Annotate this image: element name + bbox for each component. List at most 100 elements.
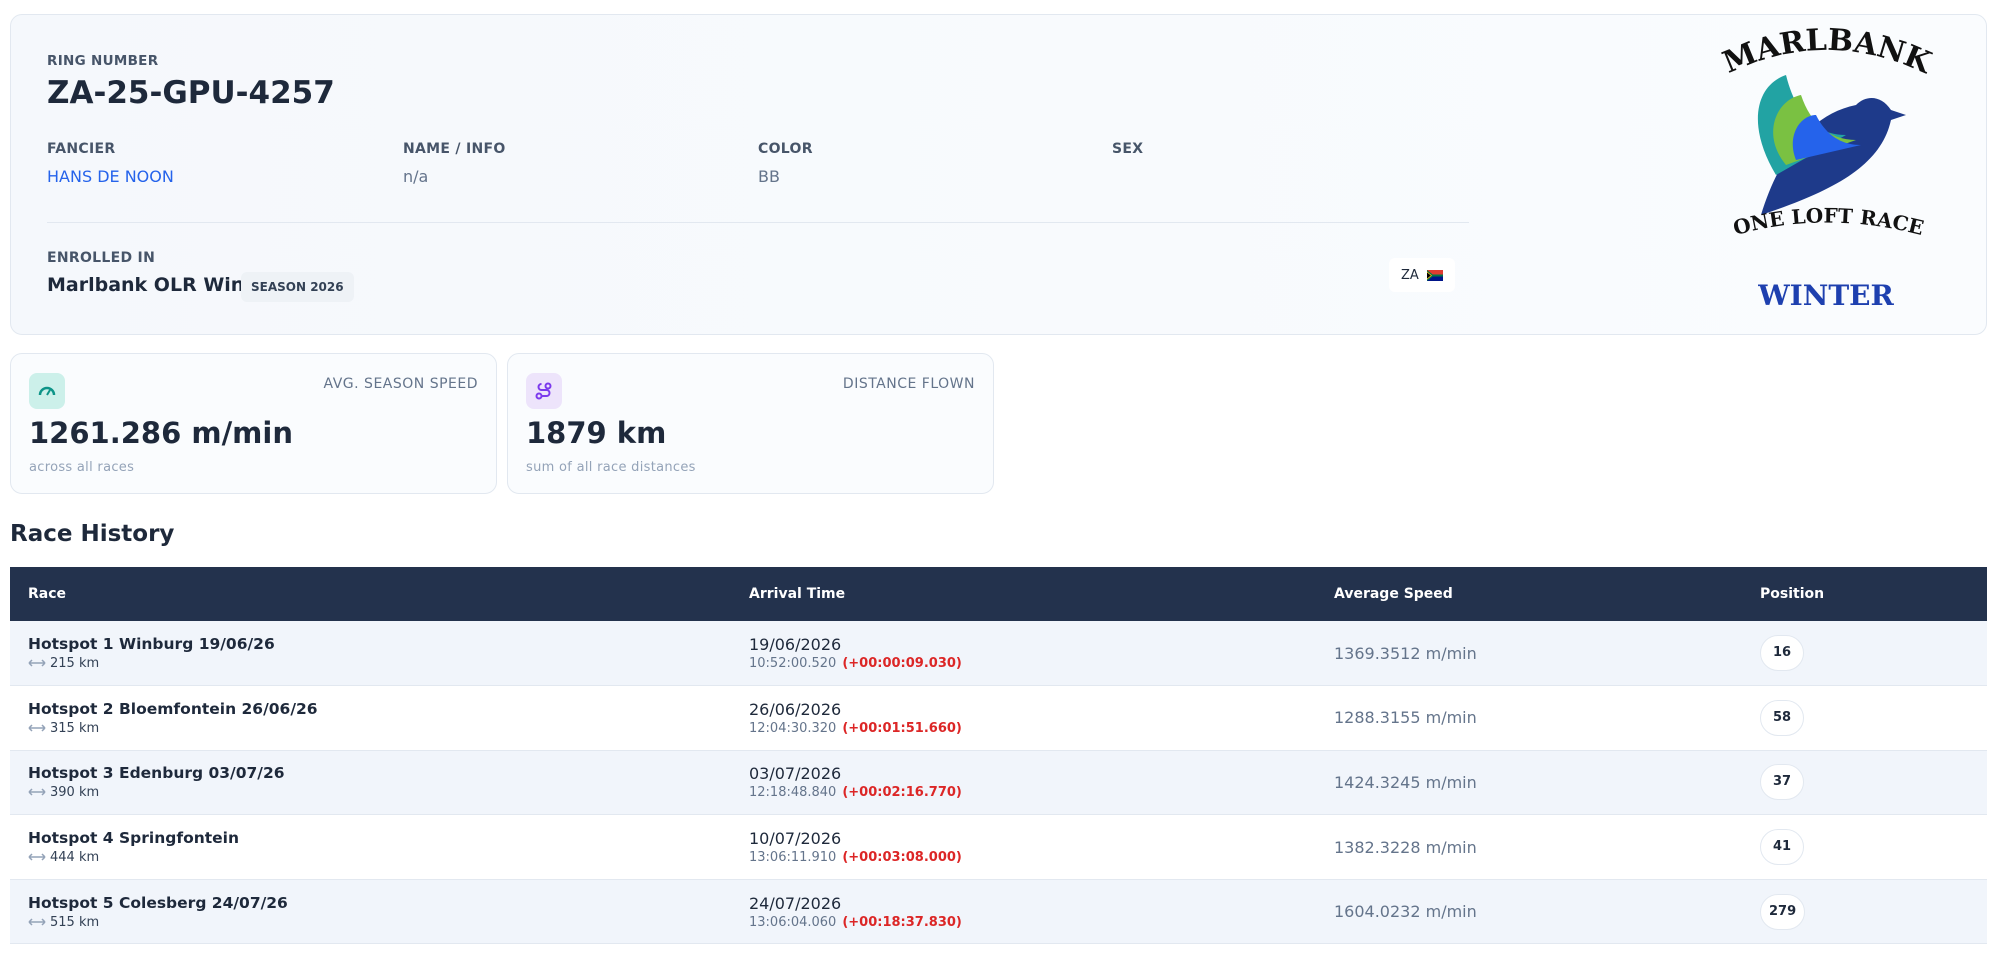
race-row: Hotspot 3 Edenburg 03/07/26 390 km 03/07/2…: [10, 750, 1987, 816]
stat-card: DISTANCE FLOWN 1879 km sum of all race dis…: [507, 353, 994, 494]
position-cell: 41: [1760, 814, 1987, 880]
country-code: ZA: [1401, 267, 1419, 283]
field-value: HANS DE NOON: [47, 167, 174, 186]
logo-middle: ONE LOFT RACE: [1731, 203, 1927, 240]
speed-cell: 1288.3155 m/min: [1334, 685, 1760, 751]
arrival-delta: (+00:03:08.000): [842, 850, 962, 866]
country-badge: ZA: [1389, 258, 1455, 292]
distance-icon: [28, 918, 46, 926]
column-header: Position: [1760, 567, 1987, 621]
arrival-time-row: 12:18:48.840 (+00:02:16.770): [749, 785, 1334, 800]
race-name: Hotspot 4 Springfontein: [28, 829, 240, 848]
position: 41: [1760, 829, 1804, 866]
field-label: NAME / INFO: [403, 141, 506, 157]
average-speed: 1369.3512 m/min: [1334, 643, 1477, 663]
race-name: Hotspot 3 Edenburg 03/07/26: [28, 764, 285, 783]
race-name: Hotspot 1 Winburg 19/06/26: [28, 635, 275, 654]
column-header: Average Speed: [1334, 567, 1760, 621]
race-row: Hotspot 2 Bloemfontein 26/06/26 315 km 26/…: [10, 685, 1987, 751]
arrival-delta: (+00:00:09.030): [842, 656, 962, 672]
race-distance-row: 315 km: [28, 721, 749, 736]
race-distance: 315 km: [50, 720, 100, 736]
position: 58: [1760, 699, 1804, 736]
ring-number: ZA-25-GPU-4257: [47, 75, 335, 111]
logo-top: MARLBANK: [1718, 23, 1937, 82]
column-header: Arrival Time: [749, 567, 1334, 621]
arrival-time: 12:04:30.320: [749, 720, 837, 736]
arrival-date: 10/07/2026: [749, 829, 842, 849]
race-row: Hotspot 5 Colesberg 24/07/26 515 km 24/07/…: [10, 879, 1987, 945]
average-speed: 1288.3155 m/min: [1334, 708, 1477, 728]
arrival-delta: (+00:02:16.770): [842, 785, 962, 801]
ring-label: RING NUMBER: [47, 53, 159, 69]
arrival-time: 13:06:11.910: [749, 850, 837, 866]
stat-label: AVG. SEASON SPEED: [323, 376, 478, 392]
race-table: Race Arrival Time Average Speed Position Hot…: [10, 567, 1987, 945]
race-distance: 515 km: [50, 914, 100, 930]
table-header: Race Arrival Time Average Speed Position: [10, 567, 1987, 621]
arrival-cell: 24/07/2026 13:06:04.060 (+00:18:37.830): [749, 879, 1334, 945]
race-distance: 444 km: [50, 850, 100, 866]
speed-cell: 1424.3245 m/min: [1334, 750, 1760, 816]
race-cell: Hotspot 2 Bloemfontein 26/06/26 315 km: [10, 685, 749, 751]
speed-cell: 1369.3512 m/min: [1334, 621, 1760, 687]
distance-icon: [28, 659, 46, 667]
logo-bottom: WINTER: [1757, 279, 1894, 312]
race-name: Hotspot 2 Bloemfontein 26/06/26: [28, 699, 318, 718]
section-title: Race History: [10, 521, 175, 547]
position-cell: 279: [1760, 879, 1987, 945]
arrival-time: 10:52:00.520: [749, 656, 837, 672]
divider: [47, 222, 1469, 223]
position-cell: 16: [1760, 621, 1987, 687]
stat-sub: across all races: [29, 460, 135, 475]
distance-icon: [28, 724, 46, 732]
stat-sub: sum of all race distances: [526, 460, 696, 475]
race-row: Hotspot 4 Springfontein 444 km 10/07/2026 1…: [10, 814, 1987, 880]
race-distance-row: 515 km: [28, 915, 749, 930]
arrival-cell: 19/06/2026 10:52:00.520 (+00:00:09.030): [749, 621, 1334, 687]
field-value: BB: [758, 167, 780, 186]
arrival-cell: 03/07/2026 12:18:48.840 (+00:02:16.770): [749, 750, 1334, 816]
average-speed: 1604.0232 m/min: [1334, 902, 1477, 922]
arrival-time-row: 10:52:00.520 (+00:00:09.030): [749, 656, 1334, 671]
stat-icon: [29, 373, 65, 409]
season-badge: SEASON 2026: [241, 272, 354, 302]
field-label: SEX: [1112, 141, 1144, 157]
field-label: COLOR: [758, 141, 813, 157]
stat-card: AVG. SEASON SPEED 1261.286 m/min across al…: [10, 353, 497, 494]
race-name: Hotspot 5 Colesberg 24/07/26: [28, 893, 288, 912]
stat-value: 1261.286 m/min: [29, 416, 293, 450]
race-cell: Hotspot 3 Edenburg 03/07/26 390 km: [10, 750, 749, 816]
arrival-time: 13:06:04.060: [749, 914, 837, 930]
arrival-time-row: 13:06:11.910 (+00:03:08.000): [749, 850, 1334, 865]
race-cell: Hotspot 4 Springfontein 444 km: [10, 814, 749, 880]
position: 37: [1760, 764, 1804, 801]
race-distance: 215 km: [50, 656, 100, 672]
field-value: n/a: [403, 167, 429, 186]
arrival-cell: 26/06/2026 12:04:30.320 (+00:01:51.660): [749, 685, 1334, 751]
average-speed: 1424.3245 m/min: [1334, 772, 1477, 792]
arrival-date: 03/07/2026: [749, 764, 842, 784]
distance-icon: [28, 853, 46, 861]
position-cell: 58: [1760, 685, 1987, 751]
svg-text:ONE LOFT RACE: ONE LOFT RACE: [1731, 203, 1927, 240]
enrolled-race: Marlbank OLR Winter: [47, 274, 276, 296]
position: 279: [1760, 893, 1806, 930]
arrival-date: 19/06/2026: [749, 635, 842, 655]
speed-cell: 1382.3228 m/min: [1334, 814, 1760, 880]
arrival-time-row: 13:06:04.060 (+00:18:37.830): [749, 915, 1334, 930]
race-distance-row: 390 km: [28, 785, 749, 800]
arrival-time: 12:18:48.840: [749, 785, 837, 801]
speed-cell: 1604.0232 m/min: [1334, 879, 1760, 945]
position: 16: [1760, 635, 1804, 672]
svg-text:MARLBANK: MARLBANK: [1718, 23, 1937, 82]
stat-icon: [526, 373, 562, 409]
stat-value: 1879 km: [526, 416, 667, 450]
flag: [1426, 269, 1443, 281]
distance-icon: [28, 788, 46, 797]
profile-card: RING NUMBER ZA-25-GPU-4257 FANCIER HANS D…: [10, 14, 1987, 335]
column-header: Race: [10, 567, 749, 621]
stat-label: DISTANCE FLOWN: [842, 376, 975, 392]
arrival-delta: (+00:18:37.830): [842, 914, 962, 930]
